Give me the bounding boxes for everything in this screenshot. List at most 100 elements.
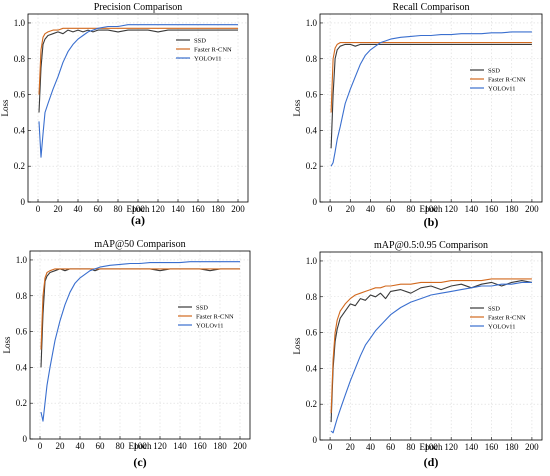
panel-b: 0 20 40 60 80 100 120 140 160 180 200 0 0.2 0.4 0.6 0.8… [292,2,543,229]
chart-title: mAP@0.5:0.95 Comparison [374,240,488,251]
x-tick-label: 140 [171,204,185,214]
x-tick-label: 160 [191,204,205,214]
y-tick-label: 1.0 [16,255,28,265]
y-axis-label: Loss [0,99,10,117]
x-tick-label: 120 [151,204,165,214]
series-line-yolov11 [38,24,238,158]
x-tick-label: 80 [406,204,416,214]
y-axis-label: Loss [292,99,302,117]
y-tick-label: 0 [23,434,28,444]
x-tick-label: 60 [94,204,104,214]
x-tick-label: 180 [505,204,519,214]
y-tick-label: 0.4 [306,363,318,373]
x-tick-label: 100 [133,441,147,451]
legend-label: SSD [488,68,500,75]
x-axis-label: Epoch [420,204,443,214]
x-tick-label: 0 [38,441,43,451]
y-tick-label: 0 [313,435,318,445]
x-tick-label: 80 [406,442,416,452]
y-tick-label: 0.2 [306,161,317,171]
x-tick-label: 180 [505,442,519,452]
x-axis-label: Epoch [129,441,152,451]
y-tick-label: 0.6 [306,90,318,100]
x-tick-label: 20 [346,204,356,214]
chart-title: Precision Comparison [94,2,183,13]
chart-title: Recall Comparison [393,2,470,13]
x-tick-label: 100 [131,204,145,214]
y-axis-label: Loss [292,337,302,355]
x-tick-label: 160 [193,441,207,451]
panel-d: 0 20 40 60 80 100 120 140 160 180 200 0 0.2 0.4 0.6 0.8… [292,240,543,469]
x-tick-label: 80 [114,204,124,214]
panel-label: (a) [131,213,145,227]
series-line-yolov11 [330,281,532,434]
y-tick-label: 0.6 [16,327,28,337]
panel-label: (c) [133,455,146,469]
series-line-yolov11 [40,261,240,422]
y-tick-label: 0.2 [14,161,25,171]
y-tick-label: 0.4 [306,125,318,135]
y-tick-label: 1.0 [306,256,318,266]
x-tick-label: 40 [366,442,376,452]
panel-c: 0 20 40 60 80 100 120 140 160 180 200 0 0.2 0.4 0.6 0.8… [2,239,251,469]
series-line-faster-r-cnn [330,42,532,113]
legend-label: Faster R-CNN [194,47,232,54]
y-tick-label: 0.4 [16,362,28,372]
x-tick-label: 40 [76,441,86,451]
x-tick-label: 120 [444,442,458,452]
legend-label: YOLOv11 [196,323,224,330]
x-tick-label: 60 [386,442,396,452]
x-axis-label: Epoch [420,442,443,452]
series-line-yolov11 [330,31,532,167]
y-tick-label: 0.6 [306,328,318,338]
x-tick-label: 40 [74,204,84,214]
y-tick-label: 0.8 [16,291,28,301]
chart-title: mAP@50 Comparison [94,239,185,250]
series-line-faster-r-cnn [40,268,240,350]
legend-label: SSD [488,306,500,313]
x-tick-label: 100 [424,442,438,452]
x-tick-label: 180 [213,441,227,451]
x-tick-label: 80 [116,441,126,451]
y-tick-label: 0.2 [16,398,27,408]
panel-a: 0 20 40 60 80 100 120 140 160 180 200 0 0.2 0.4 0.6 0.8… [0,2,249,227]
series-line-ssd [38,29,238,113]
x-tick-label: 0 [328,204,333,214]
y-tick-label: 0.8 [306,292,318,302]
x-tick-label: 200 [525,442,539,452]
y-tick-label: 1.0 [306,18,318,28]
x-tick-label: 120 [444,204,458,214]
series-line-faster-r-cnn [330,278,532,414]
x-tick-label: 60 [96,441,106,451]
y-tick-label: 0.6 [14,90,26,100]
legend-label: SSD [196,305,208,312]
y-tick-label: 0 [21,197,26,207]
panel-label: (d) [424,455,439,469]
series-line-ssd [330,43,532,149]
legend-label: YOLOv11 [488,86,516,93]
legend-label: YOLOv11 [488,324,516,331]
y-tick-label: 0.2 [306,399,317,409]
x-tick-label: 40 [366,204,376,214]
legend-label: YOLOv11 [194,56,222,63]
x-tick-label: 200 [233,441,247,451]
x-tick-label: 20 [346,442,356,452]
legend-label: Faster R-CNN [488,77,526,84]
x-tick-label: 140 [465,442,479,452]
x-tick-label: 180 [211,204,225,214]
x-tick-label: 100 [424,204,438,214]
legend-label: Faster R-CNN [488,315,526,322]
x-axis-label: Epoch [127,204,150,214]
x-tick-label: 200 [525,204,539,214]
x-tick-label: 160 [485,204,499,214]
x-tick-label: 140 [465,204,479,214]
x-tick-label: 0 [36,204,41,214]
x-tick-label: 60 [386,204,396,214]
x-tick-label: 140 [173,441,187,451]
y-tick-label: 1.0 [14,18,26,28]
x-tick-label: 20 [56,441,66,451]
x-tick-label: 20 [54,204,64,214]
y-tick-label: 0.8 [306,54,318,64]
y-axis-label: Loss [2,336,12,354]
